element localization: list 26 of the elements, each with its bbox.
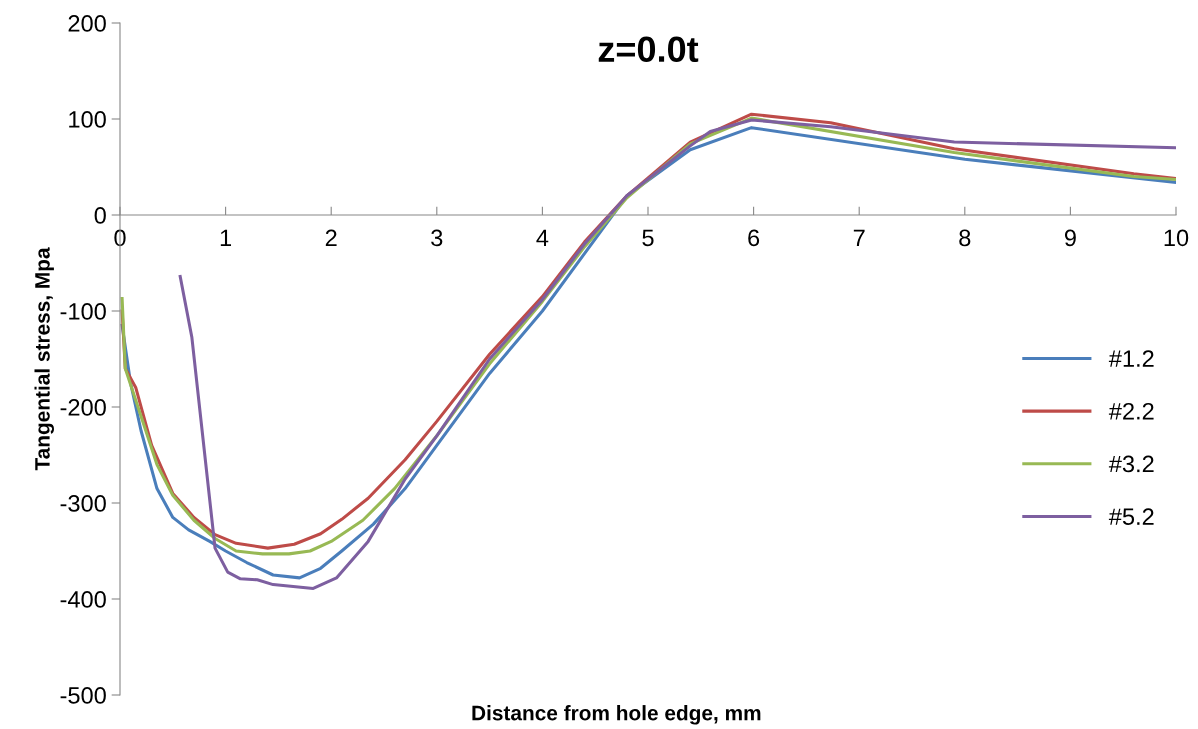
x-tick-label: 2 xyxy=(325,229,337,246)
x-tick-label: 4 xyxy=(536,229,549,246)
y-tick-label: -500 xyxy=(60,687,106,704)
legend-label: #5.2 xyxy=(1108,508,1154,526)
x-tick-label: 7 xyxy=(853,229,865,246)
x-tick-label: 9 xyxy=(1064,229,1076,247)
legend-label: #1.2 xyxy=(1108,350,1154,367)
x-tick-label: 3 xyxy=(431,229,443,247)
x-axis-title: Distance from hole edge, mm xyxy=(472,705,761,725)
y-tick-label: 0 xyxy=(94,207,106,224)
legend-label: #2.2 xyxy=(1108,402,1154,420)
x-tick-label: 0 xyxy=(114,229,126,247)
y-tick-label: -400 xyxy=(60,591,106,608)
x-tick-label: 8 xyxy=(959,229,971,247)
x-tick-label: 1 xyxy=(220,229,232,246)
y-tick-label: 100 xyxy=(69,111,106,128)
x-tick-label: 5 xyxy=(642,229,654,247)
y-tick-label: -200 xyxy=(60,399,106,416)
legend-label: #3.2 xyxy=(1108,455,1154,473)
chart-title: z=0.0t xyxy=(598,36,699,63)
y-tick-label: -300 xyxy=(60,495,106,512)
y-axis-title: Tangential stress, Mpa xyxy=(34,247,54,471)
y-tick-label: 200 xyxy=(68,15,106,32)
x-tick-label: 6 xyxy=(748,229,760,247)
x-tick-label: 10 xyxy=(1164,229,1189,247)
y-tick-label: -100 xyxy=(60,303,106,320)
